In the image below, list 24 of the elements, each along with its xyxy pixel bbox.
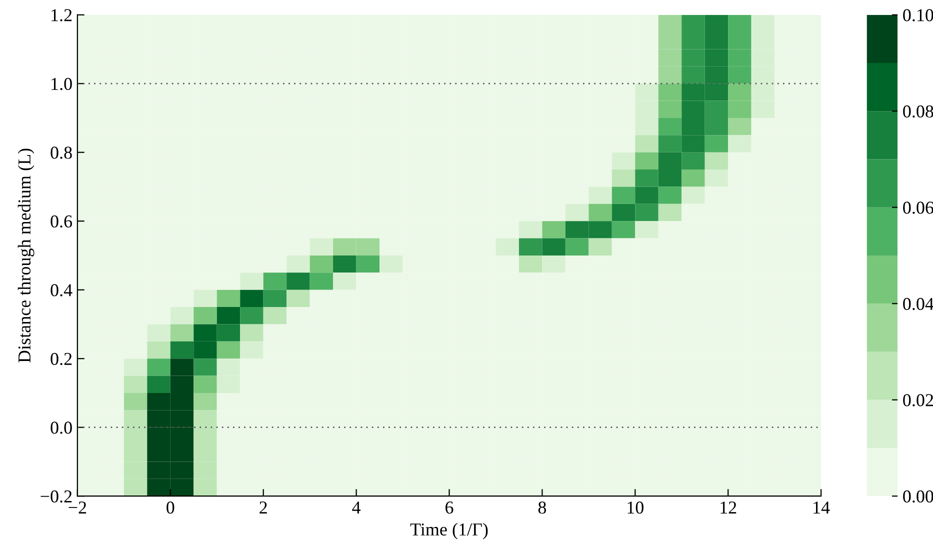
x-tick-label: 14: [814, 502, 830, 514]
color-bar-label: 0.10: [903, 9, 933, 22]
x-tick-label: 8: [538, 501, 546, 514]
x-tick-label: 0: [166, 501, 174, 514]
x-tick-label: −2: [68, 502, 86, 514]
x-tick-label: 12: [720, 502, 736, 514]
color-bar-label: 0.08: [903, 105, 933, 118]
color-bar-label: 0.00: [903, 490, 933, 503]
y-axis-title: Distance through medium (L): [18, 148, 34, 363]
y-tick-label: 0.2: [50, 352, 72, 366]
x-tick-label: 10: [628, 501, 644, 514]
color-bar-label: 0.02: [903, 394, 933, 406]
y-tick-label: 1.2: [52, 9, 72, 22]
y-tick-label: 0.6: [50, 215, 72, 228]
x-tick-label: 2: [260, 502, 267, 514]
y-tick-label: 0.4: [50, 284, 72, 296]
color-bar-label: 0.06: [903, 202, 933, 214]
y-tick-label: 0.8: [50, 146, 72, 159]
x-axis-title: Time (1/Γ): [410, 522, 488, 540]
y-tick-label: 0.0: [50, 422, 72, 434]
x-tick-label: 6: [446, 502, 454, 514]
y-tick-label: −0.2: [40, 490, 72, 503]
x-tick-label: 4: [352, 502, 361, 514]
y-tick-label: 1.0: [52, 78, 72, 90]
